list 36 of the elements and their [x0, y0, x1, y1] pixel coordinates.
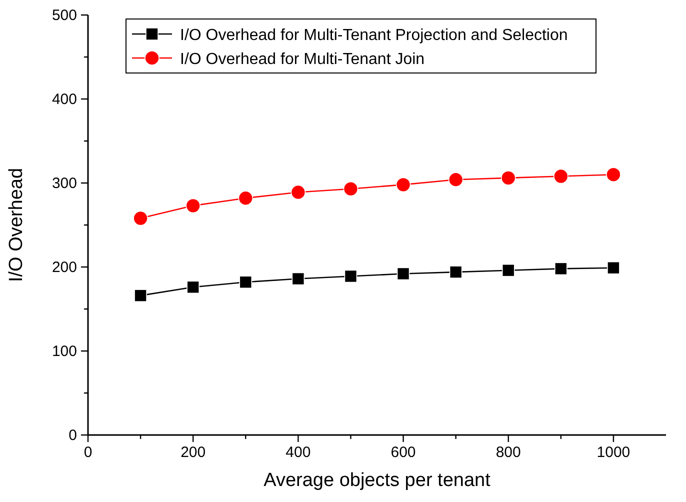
point: [500, 170, 516, 186]
point: [554, 262, 568, 276]
x-tick-label: 400: [286, 444, 311, 461]
point: [133, 210, 148, 226]
point: [238, 190, 254, 206]
point: [396, 177, 411, 192]
x-tick-label: 0: [84, 444, 92, 461]
legend-label: I/O Overhead for Multi-Tenant Join: [180, 51, 425, 68]
point: [186, 198, 200, 214]
y-tick-label: 100: [52, 343, 77, 360]
y-tick-label: 300: [52, 175, 77, 192]
y-tick-label: 0: [68, 427, 77, 444]
x-tick-label: 600: [390, 444, 416, 461]
point: [448, 172, 464, 188]
y-tick-label: 200: [52, 259, 77, 276]
point: [134, 289, 147, 302]
point: [502, 264, 515, 277]
x-tick-label: 800: [496, 444, 521, 461]
point: [606, 167, 621, 182]
y-axis-title: I/O Overhead: [6, 168, 27, 282]
point: [607, 261, 620, 274]
x-tick-label: 200: [180, 444, 206, 461]
point: [344, 270, 358, 283]
point: [186, 280, 200, 294]
x-tick-label: 1000: [596, 444, 630, 461]
point: [449, 266, 462, 278]
y-tick-label: 500: [52, 7, 77, 24]
point: [396, 267, 410, 280]
legend-label: I/O Overhead for Multi-Tenant Projection and Selection: [180, 27, 568, 44]
point: [239, 276, 252, 289]
y-tick-label: 400: [52, 91, 77, 108]
point: [290, 184, 306, 200]
point: [554, 168, 568, 184]
point: [292, 272, 305, 286]
point: [343, 181, 358, 196]
x-axis-title: Average objects per tenant: [264, 470, 492, 491]
